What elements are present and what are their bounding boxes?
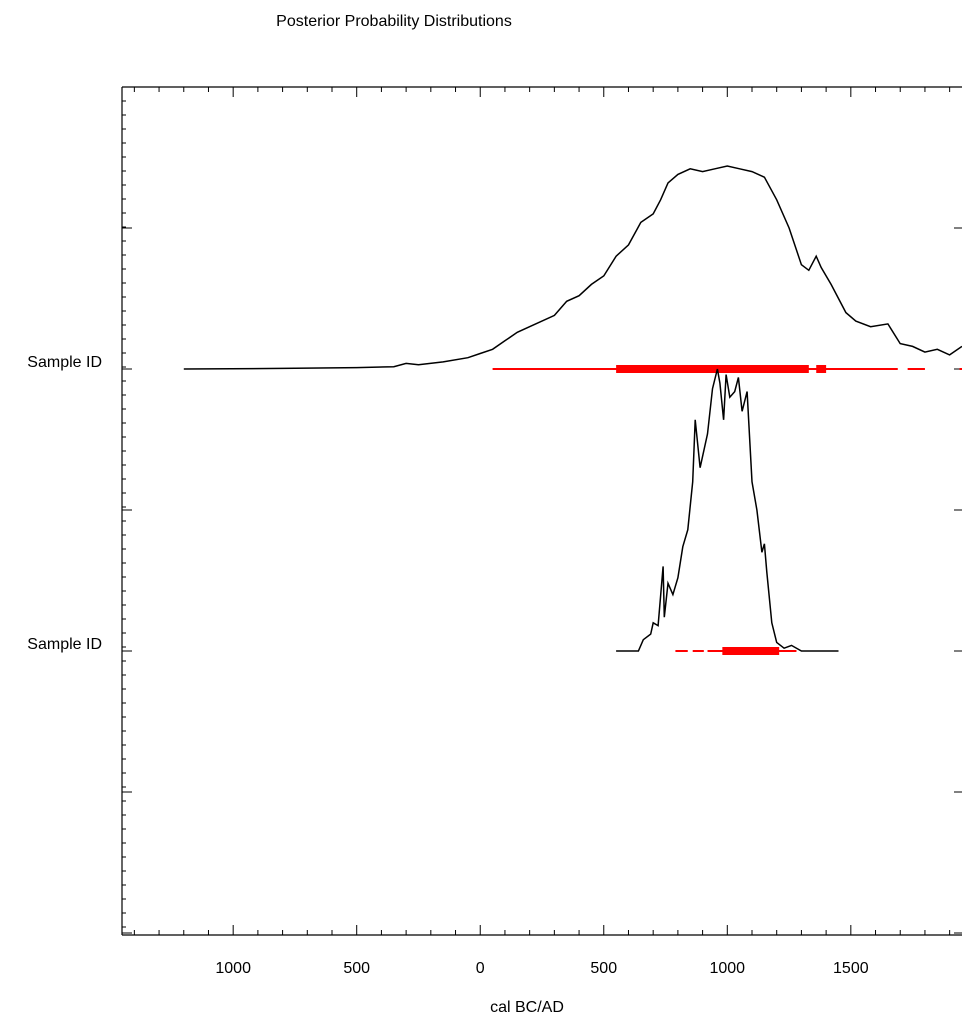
row-label: Sample ID: [27, 636, 102, 653]
plot-frame: [121, 86, 962, 936]
series-row: Sample ID: [27, 165, 962, 373]
x-axis-ticks: [133, 87, 951, 935]
x-tick-label: 500: [590, 960, 617, 977]
x-axis-tick-labels: 1000 500 0 500 1000 1500: [215, 960, 868, 977]
range-68-bar: [722, 647, 780, 655]
x-tick-label: 500: [343, 960, 370, 977]
chart-title: Posterior Probability Distributions: [276, 13, 512, 30]
range-68-bar: [816, 365, 827, 373]
density-curve: [183, 165, 962, 370]
x-axis-label: cal BC/AD: [490, 999, 564, 1016]
row-label: Sample ID: [27, 354, 102, 371]
y-axis-ticks: [122, 100, 962, 934]
range-68-bar: [616, 365, 809, 373]
series-rows: Sample ID Sample ID: [27, 165, 962, 655]
x-tick-label: 1000: [215, 960, 251, 977]
series-row: Sample ID: [27, 368, 839, 655]
x-tick-label: 1500: [833, 960, 869, 977]
density-curve: [616, 368, 839, 652]
x-tick-label: 1000: [709, 960, 745, 977]
x-tick-label: 0: [476, 960, 485, 977]
